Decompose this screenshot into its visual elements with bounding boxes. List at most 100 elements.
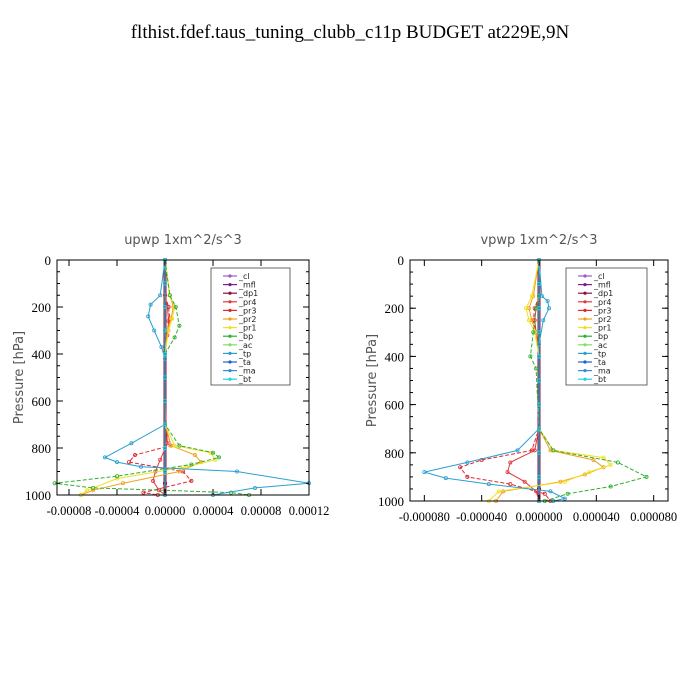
legend-label: _bp (593, 332, 608, 341)
data-point (534, 366, 539, 371)
y-tick-label: 600 (385, 398, 405, 413)
series-line-tp (103, 259, 310, 496)
x-tick-label: 0.00012 (289, 504, 330, 518)
data-point (52, 481, 57, 486)
y-tick-label: 0 (45, 253, 52, 268)
legend-marker (583, 326, 587, 330)
legend-marker (228, 300, 232, 304)
x-tick-label: -0.000080 (399, 510, 450, 524)
legend-label: _bp (238, 332, 253, 341)
data-point (168, 443, 173, 448)
y-tick-label: 200 (385, 301, 405, 316)
data-point (529, 448, 534, 453)
data-point (115, 474, 120, 479)
data-point (537, 306, 542, 311)
data-point (539, 294, 544, 299)
data-point (159, 344, 164, 349)
y-tick-label: 400 (32, 347, 52, 362)
data-point (148, 302, 153, 307)
data-point (562, 479, 567, 484)
legend-marker (583, 317, 587, 321)
legend-marker (228, 308, 232, 312)
legend-label: _mfl (593, 281, 611, 290)
data-point (526, 318, 531, 323)
data-point (189, 462, 194, 467)
x-tick-label: 0.00004 (193, 504, 234, 518)
data-point (177, 469, 182, 474)
legend-label: _dp1 (593, 289, 613, 298)
data-point (115, 476, 120, 481)
legend-label: _ac (238, 341, 252, 350)
x-tick-label: 0.00000 (145, 504, 186, 518)
legend-marker (228, 283, 232, 287)
data-point (146, 314, 151, 319)
y-tick-label: 600 (32, 394, 52, 409)
y-tick-label: 400 (385, 349, 405, 364)
x-tick-label: -0.000040 (456, 510, 507, 524)
data-point (551, 448, 556, 453)
x-tick-label: 0.000080 (630, 510, 677, 524)
data-point (537, 474, 542, 479)
legend-label: _pr3 (238, 306, 256, 315)
legend-marker (228, 326, 232, 330)
data-point (138, 464, 143, 469)
data-point (537, 426, 542, 431)
data-point (486, 482, 491, 487)
series-line-pr1 (80, 259, 217, 496)
data-point (173, 304, 178, 309)
legend-marker (583, 283, 587, 287)
legend-label: _pr1 (593, 324, 611, 333)
data-point (608, 484, 613, 489)
x-tick-label: 0.000040 (573, 510, 620, 524)
data-point (162, 375, 167, 380)
data-point (547, 306, 552, 311)
data-point (465, 460, 470, 465)
x-tick-label: -0.00008 (47, 504, 92, 518)
legend-marker (583, 377, 587, 381)
chart-title: upwp 1xm^2/s^3 (124, 233, 242, 248)
y-tick-label: 800 (32, 441, 52, 456)
data-point (172, 335, 177, 340)
y-tick-label: 1000 (25, 488, 51, 503)
data-point (591, 458, 596, 463)
data-point (162, 398, 167, 403)
data-point (162, 422, 167, 427)
data-point (562, 496, 567, 501)
series-line-pr4 (506, 260, 540, 502)
y-axis-label: Pressure [hPa] (365, 334, 380, 427)
data-point (508, 482, 513, 487)
legend-label: _cl (593, 272, 605, 281)
data-point (528, 354, 533, 359)
data-point (167, 293, 172, 298)
legend-marker (583, 291, 587, 295)
chart-panel-1: upwp 1xm^2/s^3 Pressure [hPa] 0 200 400 600 80… (12, 233, 329, 518)
data-point (115, 460, 120, 465)
legend-marker (228, 274, 232, 278)
legend-box (565, 267, 648, 386)
series-line-tp (424, 259, 567, 502)
data-point (141, 490, 146, 495)
y-tick-label: 200 (32, 300, 52, 315)
data-point (524, 306, 529, 311)
data-point (565, 491, 570, 496)
data-point (132, 453, 137, 458)
legend-label: _mfl (238, 281, 256, 290)
x-tick-label: 0.00008 (241, 504, 282, 518)
chart-panel-2: vpwp 1xm^2/s^3 Pressure [hPa] 0 200 400 600 80… (365, 233, 677, 524)
data-point (422, 470, 427, 475)
data-point (165, 304, 170, 309)
data-point (162, 351, 167, 356)
data-point (522, 479, 527, 484)
data-point (158, 293, 163, 298)
data-point (127, 460, 132, 465)
legend-label: _pr3 (593, 306, 611, 315)
data-point (537, 450, 542, 455)
data-point (234, 469, 239, 474)
y-axis-label: Pressure [hPa] (12, 331, 27, 424)
data-point (170, 316, 175, 321)
data-point (162, 304, 167, 309)
data-point (192, 453, 197, 458)
legend-label: _bt (238, 375, 251, 384)
legend-label: _dp1 (238, 289, 258, 298)
